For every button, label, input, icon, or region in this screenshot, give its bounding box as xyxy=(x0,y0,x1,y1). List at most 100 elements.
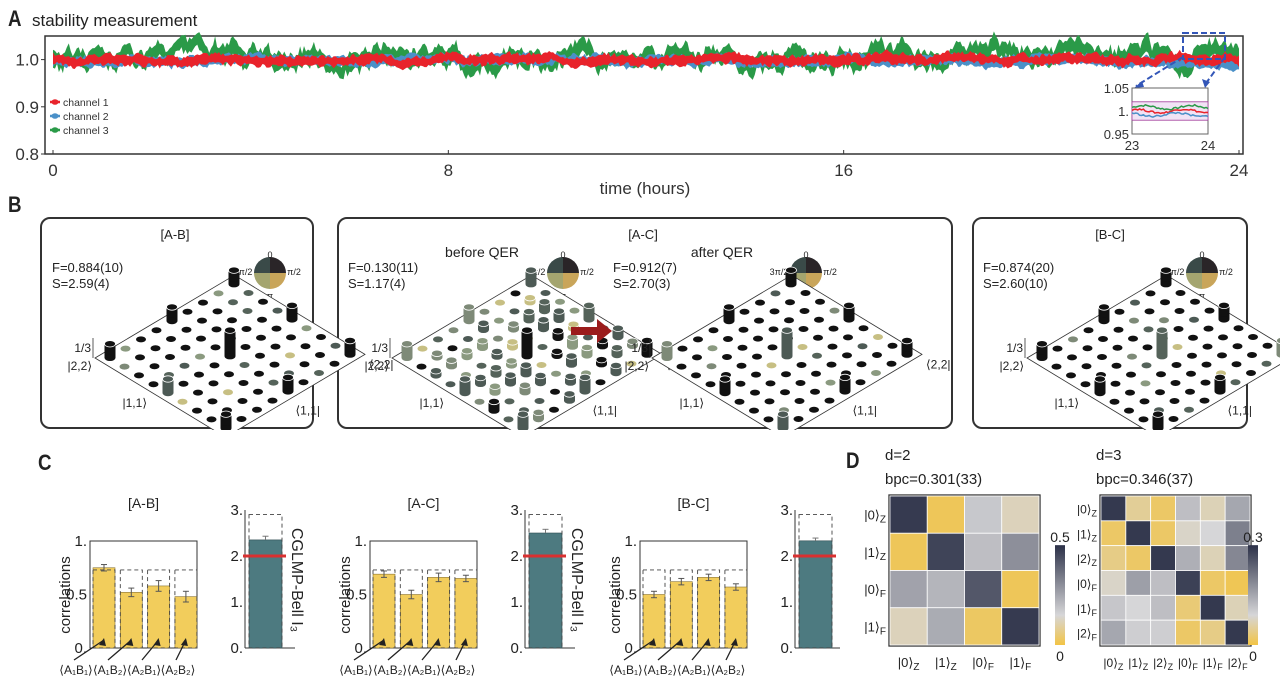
density-disk xyxy=(1217,352,1227,359)
density-bar-top xyxy=(523,308,535,316)
density-disk xyxy=(723,336,733,342)
col-label: |1⟩Z xyxy=(1128,656,1148,672)
density-disk xyxy=(540,290,551,296)
density-disk xyxy=(494,317,504,324)
label-arrowhead xyxy=(676,638,684,646)
fidelity: F=0.130(11) xyxy=(348,260,418,275)
bell-bar xyxy=(528,532,563,649)
density-disk xyxy=(1262,342,1273,349)
heatmap-cell xyxy=(1125,520,1152,547)
density-bar-base xyxy=(508,326,519,333)
row-label: |1,1⟩ xyxy=(680,396,704,410)
density-disk xyxy=(810,388,820,395)
density-disk xyxy=(330,342,341,349)
group-title: [A-B] xyxy=(128,495,159,511)
density-bar-top xyxy=(581,343,593,352)
wheel-label-0: 0 xyxy=(267,250,272,260)
heatmap-cell xyxy=(1001,607,1040,646)
bell-bar xyxy=(798,540,833,649)
density-bar-base xyxy=(519,389,531,396)
density-disk xyxy=(1185,388,1195,395)
x-tick-label: 16 xyxy=(834,161,853,180)
density-bar-top xyxy=(611,344,623,352)
density-bar-base xyxy=(611,351,623,359)
density-disk xyxy=(474,398,485,405)
heatmap-cell xyxy=(1125,594,1152,621)
density-disk xyxy=(1169,398,1180,404)
density-disk xyxy=(1172,344,1183,350)
heatmap-cell xyxy=(889,570,928,609)
density-bar-base xyxy=(723,317,735,325)
density-disk xyxy=(1231,361,1242,368)
wheel-q3 xyxy=(547,273,563,289)
density-disk xyxy=(166,336,176,342)
row-label: |0⟩Z xyxy=(864,508,886,526)
label-arrow xyxy=(353,639,385,661)
heatmap-cell xyxy=(1100,545,1127,571)
density-disk xyxy=(238,380,249,386)
col-label: |2⟩F xyxy=(1228,656,1248,672)
density-bar xyxy=(1036,343,1048,358)
density-disk xyxy=(254,370,264,377)
density-disk xyxy=(272,307,283,314)
series-band-channel-3 xyxy=(53,31,1239,80)
label-arrowhead xyxy=(460,638,468,646)
density-bar xyxy=(843,305,855,320)
density-disk xyxy=(270,343,281,350)
category-label: ⟨A₂B₂⟩ xyxy=(161,663,196,677)
wheel-label-0: 0 xyxy=(560,250,565,260)
heatmap-cell xyxy=(926,607,965,646)
heatmap-cell xyxy=(1224,545,1251,571)
colorbar xyxy=(1248,545,1258,645)
density-bar-base xyxy=(162,389,174,397)
y-axis-label: correlations xyxy=(607,556,624,634)
density-bar-base xyxy=(839,388,851,395)
heatmap-cell xyxy=(1150,594,1176,621)
wheel-label-3pi-half: 3π/2 xyxy=(1166,267,1185,277)
density-disk xyxy=(796,362,807,368)
label-arrowhead xyxy=(649,638,656,646)
y-tick-label: 1.0 xyxy=(15,51,39,70)
row-label: |0⟩F xyxy=(864,582,886,600)
ideal-outline xyxy=(697,569,721,649)
density-disk xyxy=(285,352,295,359)
heatmap-cell xyxy=(1150,545,1176,571)
corr-bar xyxy=(697,577,720,649)
density-disk xyxy=(193,389,203,396)
density-bar-base xyxy=(579,388,591,395)
density-bar-top xyxy=(463,303,475,311)
ideal-outline xyxy=(147,569,171,649)
density-bar-top xyxy=(595,356,608,364)
colorbar-max: 0.5 xyxy=(1050,529,1070,545)
density-disk xyxy=(1203,325,1214,332)
density-disk xyxy=(258,298,268,305)
bell-axis-label: CGLMP-Bell I₃ xyxy=(568,528,585,632)
density-disk xyxy=(706,363,717,370)
density-disk xyxy=(1232,343,1243,350)
density-bar-top xyxy=(565,352,578,360)
density-bar xyxy=(781,330,793,357)
label-arrow xyxy=(387,639,412,661)
density-bar-top xyxy=(506,338,519,346)
density-disk xyxy=(228,299,238,306)
density-disk xyxy=(1144,308,1155,315)
density-bar-top xyxy=(520,361,532,369)
density-bar-base xyxy=(843,316,855,323)
entropy: S=2.60(10) xyxy=(983,276,1048,291)
legend-marker xyxy=(51,127,59,133)
panel-letter-b: B xyxy=(8,192,22,217)
density-disk xyxy=(255,352,265,359)
density-disk xyxy=(1200,379,1211,386)
density-disk xyxy=(417,345,428,352)
density-disk xyxy=(1170,380,1181,386)
category-label: ⟨A₁B₂⟩ xyxy=(643,663,677,677)
density-disk xyxy=(136,336,146,343)
density-disk xyxy=(300,343,311,350)
heatmap-cell xyxy=(1100,520,1127,547)
label-arrowhead xyxy=(126,638,134,646)
density-bar xyxy=(1218,305,1230,320)
density-disk xyxy=(855,379,866,386)
density-disk xyxy=(1187,352,1197,359)
heatmap-cell xyxy=(1199,570,1226,596)
density-bar xyxy=(505,375,516,384)
